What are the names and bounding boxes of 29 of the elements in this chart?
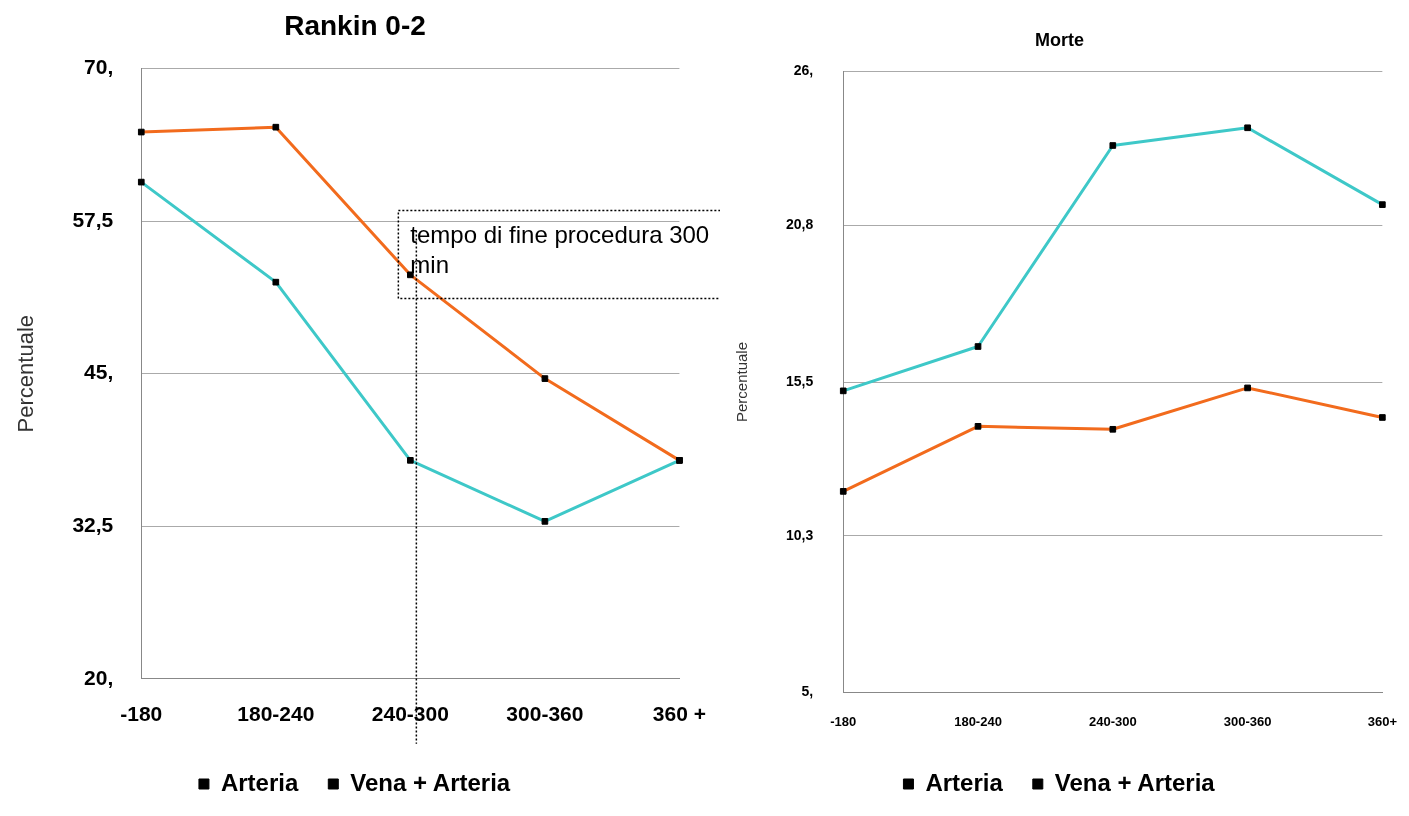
x-tick-label: 360+ (1367, 713, 1398, 729)
chart-title: Rankin 0-2 (284, 9, 426, 41)
x-tick-label: -180 (120, 702, 163, 726)
x-tick-label: 300-360 (506, 702, 584, 726)
y-tick-label: 26, (793, 62, 814, 79)
y-axis-title: Percentuale (733, 341, 751, 423)
y-tick-label: 32,5 (72, 513, 114, 537)
y-tick-label: 10,3 (786, 526, 814, 543)
x-tick-label: -180 (830, 713, 857, 729)
chart-title: Morte (1035, 29, 1084, 50)
x-tick-label: 360 + (652, 702, 706, 726)
x-tick-label: 180-240 (954, 713, 1002, 729)
x-tick-label: 240-300 (371, 702, 449, 726)
legend-label: Arteria (220, 768, 299, 796)
y-tick-label: 20,8 (786, 216, 814, 233)
x-tick-label: 300-360 (1223, 713, 1272, 729)
x-tick-label: 180-240 (237, 702, 315, 726)
y-axis-title: Percentuale (13, 314, 39, 433)
y-tick-label: 70, (84, 55, 114, 79)
legend-label: Vena + Arteria (350, 768, 511, 796)
y-tick-label: 5, (801, 683, 814, 700)
y-tick-label: 45, (84, 360, 114, 384)
annotation: tempo di fine procedura 300 min (410, 221, 710, 279)
y-tick-label: 57,5 (72, 207, 114, 231)
y-tick-label: 15,5 (786, 372, 814, 389)
x-tick-label: 240-300 (1088, 713, 1137, 729)
legend-label: Vena + Arteria (1054, 768, 1216, 796)
legend-label: Arteria (925, 768, 1004, 796)
y-tick-label: 20, (84, 665, 114, 689)
